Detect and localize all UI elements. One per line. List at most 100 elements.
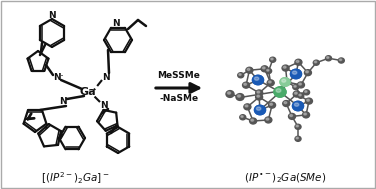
Ellipse shape (268, 81, 271, 83)
Ellipse shape (326, 57, 329, 58)
Ellipse shape (326, 56, 332, 61)
Ellipse shape (291, 69, 302, 79)
Ellipse shape (296, 125, 299, 127)
Ellipse shape (305, 91, 307, 92)
Ellipse shape (239, 74, 241, 75)
Ellipse shape (256, 107, 261, 110)
Ellipse shape (290, 115, 293, 117)
Ellipse shape (338, 58, 344, 63)
Ellipse shape (284, 102, 287, 104)
Ellipse shape (244, 83, 247, 85)
Ellipse shape (293, 71, 297, 74)
Ellipse shape (243, 82, 250, 88)
Text: MeSSMe: MeSSMe (158, 71, 200, 80)
Ellipse shape (276, 89, 281, 92)
Ellipse shape (293, 101, 303, 111)
Ellipse shape (282, 65, 289, 71)
Ellipse shape (294, 85, 296, 87)
Ellipse shape (244, 104, 251, 110)
Ellipse shape (296, 60, 299, 62)
Ellipse shape (299, 83, 302, 85)
Ellipse shape (255, 105, 265, 115)
Ellipse shape (247, 68, 250, 70)
Ellipse shape (261, 66, 268, 72)
Ellipse shape (298, 93, 304, 98)
Ellipse shape (294, 103, 299, 106)
Ellipse shape (280, 78, 290, 86)
Ellipse shape (276, 89, 281, 92)
Text: ·: · (66, 94, 70, 108)
Ellipse shape (340, 59, 342, 61)
Ellipse shape (226, 91, 234, 97)
Text: N: N (53, 74, 61, 83)
Ellipse shape (266, 118, 269, 120)
Ellipse shape (274, 87, 286, 97)
Text: Ga: Ga (80, 87, 96, 97)
Ellipse shape (250, 118, 256, 124)
Text: N: N (100, 101, 108, 109)
Ellipse shape (294, 103, 299, 106)
Ellipse shape (236, 94, 244, 100)
Ellipse shape (257, 95, 259, 97)
Ellipse shape (256, 94, 262, 100)
Ellipse shape (271, 58, 273, 60)
Ellipse shape (283, 101, 290, 107)
Ellipse shape (270, 57, 276, 62)
Ellipse shape (293, 91, 300, 97)
Ellipse shape (265, 68, 271, 74)
Ellipse shape (267, 69, 269, 71)
Ellipse shape (303, 90, 309, 95)
Ellipse shape (274, 87, 286, 97)
Ellipse shape (284, 79, 291, 85)
Ellipse shape (293, 84, 299, 90)
Ellipse shape (268, 102, 276, 108)
Ellipse shape (251, 119, 254, 121)
Text: $[(IP^{2-})_2Ga]^-$: $[(IP^{2-})_2Ga]^-$ (41, 170, 109, 186)
Ellipse shape (283, 66, 286, 68)
Ellipse shape (285, 80, 288, 82)
Text: $(IP^{\bullet -})_2Ga(SMe)$: $(IP^{\bullet -})_2Ga(SMe)$ (244, 171, 326, 185)
Ellipse shape (288, 113, 296, 119)
Ellipse shape (305, 70, 311, 76)
Ellipse shape (282, 79, 286, 82)
Ellipse shape (237, 95, 241, 97)
Ellipse shape (303, 112, 309, 118)
Text: N: N (59, 98, 67, 106)
Ellipse shape (253, 75, 264, 85)
Ellipse shape (306, 71, 308, 73)
Ellipse shape (255, 77, 259, 80)
Ellipse shape (253, 75, 264, 85)
Ellipse shape (282, 79, 286, 82)
Ellipse shape (299, 94, 301, 96)
Ellipse shape (313, 60, 319, 65)
Ellipse shape (245, 105, 248, 107)
Text: ·: · (60, 70, 64, 84)
Text: N: N (102, 74, 110, 83)
Ellipse shape (255, 77, 259, 80)
Ellipse shape (240, 115, 246, 120)
Ellipse shape (256, 107, 261, 110)
Ellipse shape (270, 103, 273, 105)
Ellipse shape (297, 82, 305, 88)
Text: -NaSMe: -NaSMe (159, 94, 199, 103)
Ellipse shape (293, 101, 303, 111)
Ellipse shape (305, 98, 312, 104)
Ellipse shape (291, 69, 302, 79)
Ellipse shape (295, 59, 302, 65)
Ellipse shape (241, 116, 243, 117)
Ellipse shape (267, 80, 274, 86)
Text: N: N (48, 11, 56, 19)
Ellipse shape (265, 117, 272, 123)
Ellipse shape (295, 136, 301, 141)
Ellipse shape (262, 67, 265, 69)
Ellipse shape (314, 61, 317, 63)
Ellipse shape (307, 99, 309, 101)
Ellipse shape (280, 78, 290, 86)
Ellipse shape (246, 67, 253, 73)
Ellipse shape (294, 92, 297, 94)
Ellipse shape (256, 90, 263, 96)
Ellipse shape (295, 124, 301, 129)
Ellipse shape (238, 73, 244, 78)
Ellipse shape (304, 113, 306, 115)
Ellipse shape (257, 91, 260, 93)
